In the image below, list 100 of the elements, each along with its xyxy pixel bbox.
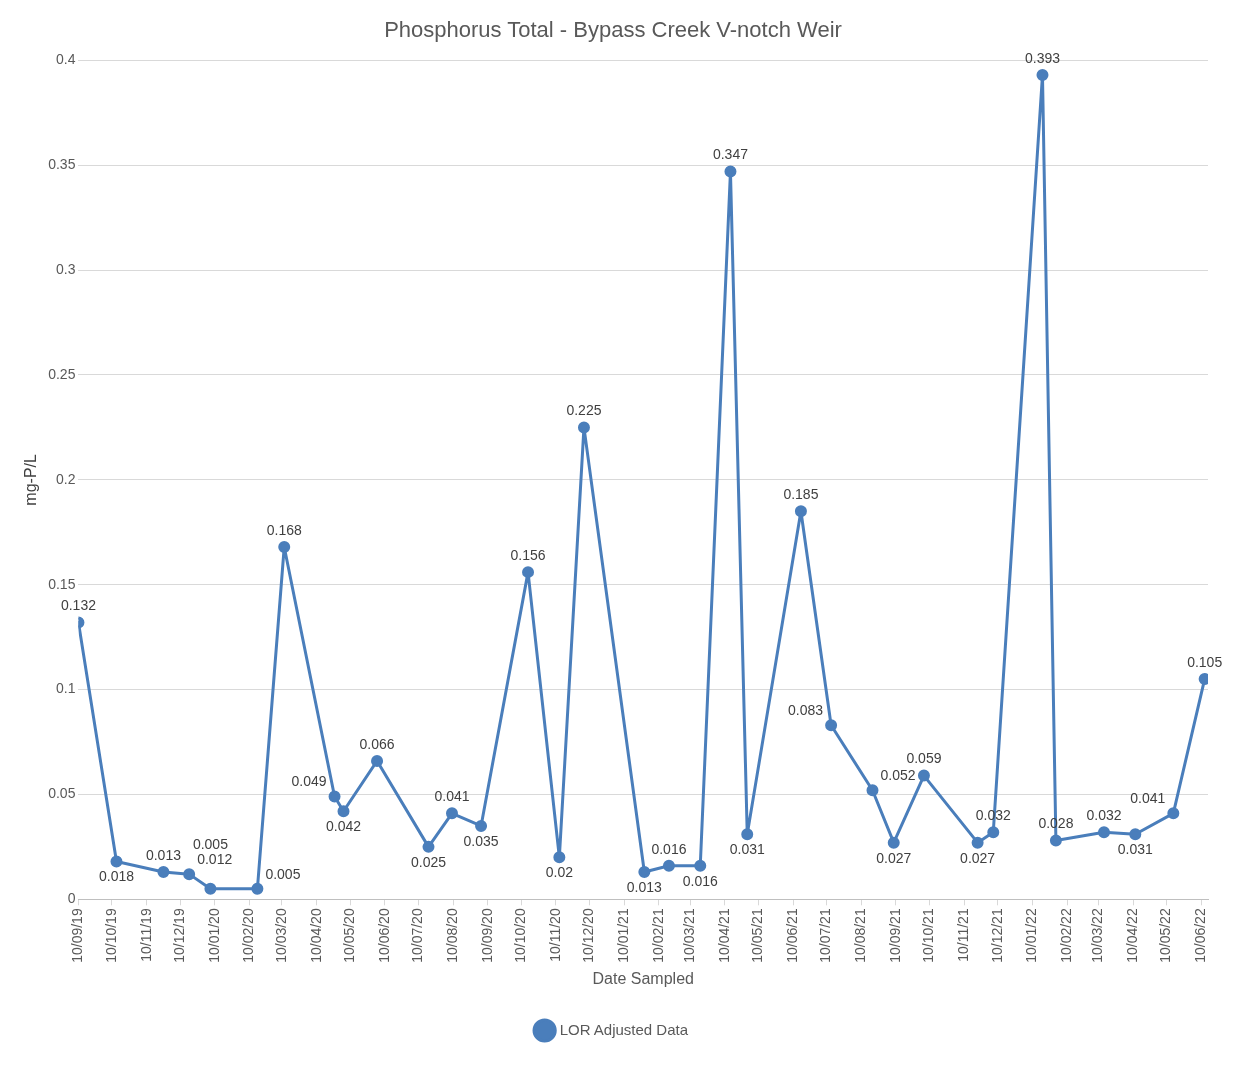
data-label: 0.027 bbox=[876, 849, 912, 866]
point bbox=[694, 859, 707, 872]
point bbox=[1129, 828, 1142, 841]
x-tick-label: 10/03/22 bbox=[1089, 908, 1106, 963]
point bbox=[157, 866, 170, 879]
data-label: 0.052 bbox=[880, 767, 916, 784]
x-tick-label: 10/03/21 bbox=[681, 908, 698, 963]
y-tick-label: 0 bbox=[67, 890, 76, 907]
data-label: 0.031 bbox=[1117, 841, 1154, 858]
data-label: 0.027 bbox=[960, 849, 996, 866]
point bbox=[422, 840, 435, 853]
point bbox=[1167, 807, 1180, 820]
data-label: 0.016 bbox=[651, 840, 687, 857]
data-label: 0.049 bbox=[291, 773, 327, 790]
point bbox=[337, 805, 350, 818]
data-label: 0.035 bbox=[463, 832, 499, 849]
point bbox=[866, 784, 879, 797]
data-label: 0.013 bbox=[626, 878, 663, 895]
data-label: 0.168 bbox=[266, 521, 302, 538]
y-tick-label: 0.3 bbox=[55, 260, 76, 277]
data-label: 0.393 bbox=[1024, 49, 1061, 66]
point bbox=[110, 855, 123, 868]
data-label: 0.018 bbox=[98, 868, 135, 885]
data-label: 0.032 bbox=[1086, 807, 1122, 824]
point bbox=[825, 719, 838, 732]
data-label: 0.013 bbox=[145, 846, 182, 863]
point bbox=[445, 807, 458, 820]
point bbox=[794, 505, 807, 518]
data-label: 0.041 bbox=[434, 788, 470, 805]
data-label: 0.005 bbox=[265, 865, 301, 882]
y-tick-label: 0.1 bbox=[55, 680, 76, 697]
data-label: 0.031 bbox=[729, 841, 765, 858]
x-tick-label: 10/04/21 bbox=[715, 908, 732, 963]
x-tick-label: 10/11/21 bbox=[955, 908, 972, 962]
x-tick-label: 10/08/20 bbox=[443, 908, 460, 963]
point bbox=[662, 859, 675, 872]
x-tick-label: 10/05/21 bbox=[749, 908, 766, 963]
y-tick-label: 0.25 bbox=[48, 365, 76, 382]
legend-label: LOR Adjusted Data bbox=[559, 1020, 689, 1038]
data-label: 0.132 bbox=[60, 597, 97, 614]
data-label: 0.005 bbox=[192, 835, 229, 852]
data-label: 0.185 bbox=[783, 486, 819, 503]
x-tick-label: 10/01/20 bbox=[205, 908, 222, 963]
x-tick-label: 10/07/20 bbox=[409, 908, 426, 963]
data-label: 0.105 bbox=[1187, 653, 1223, 670]
data-label: 0.041 bbox=[1130, 790, 1166, 807]
y-tick-label: 0.4 bbox=[55, 51, 76, 68]
point bbox=[638, 866, 651, 879]
point bbox=[183, 868, 196, 881]
y-tick-label: 0.05 bbox=[48, 785, 76, 802]
chart-title: Phosphorus Total - Bypass Creek V-notch Weir bbox=[384, 17, 842, 43]
point bbox=[278, 540, 291, 553]
x-tick-label: 10/10/20 bbox=[512, 908, 529, 963]
x-tick-label: 10/11/19 bbox=[137, 908, 154, 962]
data-label: 0.025 bbox=[410, 853, 447, 870]
x-tick-label: 10/10/21 bbox=[920, 908, 937, 963]
point bbox=[371, 754, 384, 767]
x-tick-label: 10/12/19 bbox=[171, 908, 188, 963]
x-tick-label: 10/06/20 bbox=[375, 908, 392, 963]
x-tick-label: 10/05/20 bbox=[341, 908, 358, 963]
y-tick-label: 0.2 bbox=[55, 470, 76, 487]
point bbox=[475, 819, 488, 832]
point bbox=[971, 836, 984, 849]
y-tick-label: 0.15 bbox=[48, 575, 76, 592]
x-axis-title: Date Sampled bbox=[592, 969, 694, 987]
x-tick-label: 10/09/21 bbox=[886, 908, 903, 963]
x-tick-label: 10/01/22 bbox=[1023, 908, 1040, 963]
x-tick-label: 10/05/22 bbox=[1157, 908, 1174, 963]
x-tick-label: 10/09/20 bbox=[478, 908, 495, 963]
point bbox=[577, 421, 590, 434]
point bbox=[1049, 834, 1062, 847]
x-tick-label: 10/02/21 bbox=[649, 908, 666, 963]
x-tick-label: 10/02/22 bbox=[1057, 908, 1074, 963]
data-label: 0.02 bbox=[545, 864, 574, 881]
x-tick-label: 10/03/20 bbox=[272, 908, 289, 963]
x-tick-label: 10/01/21 bbox=[615, 908, 632, 963]
data-label: 0.016 bbox=[682, 872, 718, 889]
x-tick-label: 10/09/19 bbox=[69, 908, 86, 963]
x-tick-label: 10/12/21 bbox=[988, 908, 1005, 963]
x-tick-label: 10/07/21 bbox=[817, 908, 834, 963]
x-tick-label: 10/04/22 bbox=[1123, 908, 1140, 963]
x-tick-label: 10/10/19 bbox=[102, 908, 119, 963]
x-tick-label: 10/11/20 bbox=[546, 908, 563, 962]
point bbox=[204, 882, 217, 895]
x-tick-label: 10/04/20 bbox=[307, 908, 324, 963]
x-tick-label: 10/12/20 bbox=[580, 908, 597, 963]
point bbox=[724, 165, 737, 178]
y-axis-title: mg-P/L bbox=[22, 453, 40, 506]
point bbox=[1097, 826, 1110, 839]
data-label: 0.083 bbox=[788, 702, 824, 719]
data-label: 0.225 bbox=[566, 402, 602, 419]
x-tick-label: 10/06/21 bbox=[783, 908, 800, 963]
data-label: 0.012 bbox=[197, 851, 233, 867]
point bbox=[887, 836, 900, 849]
y-tick-label: 0.35 bbox=[48, 156, 76, 173]
point bbox=[553, 851, 566, 864]
point bbox=[522, 566, 535, 579]
point bbox=[328, 790, 341, 803]
point bbox=[741, 828, 754, 841]
point bbox=[917, 769, 930, 782]
